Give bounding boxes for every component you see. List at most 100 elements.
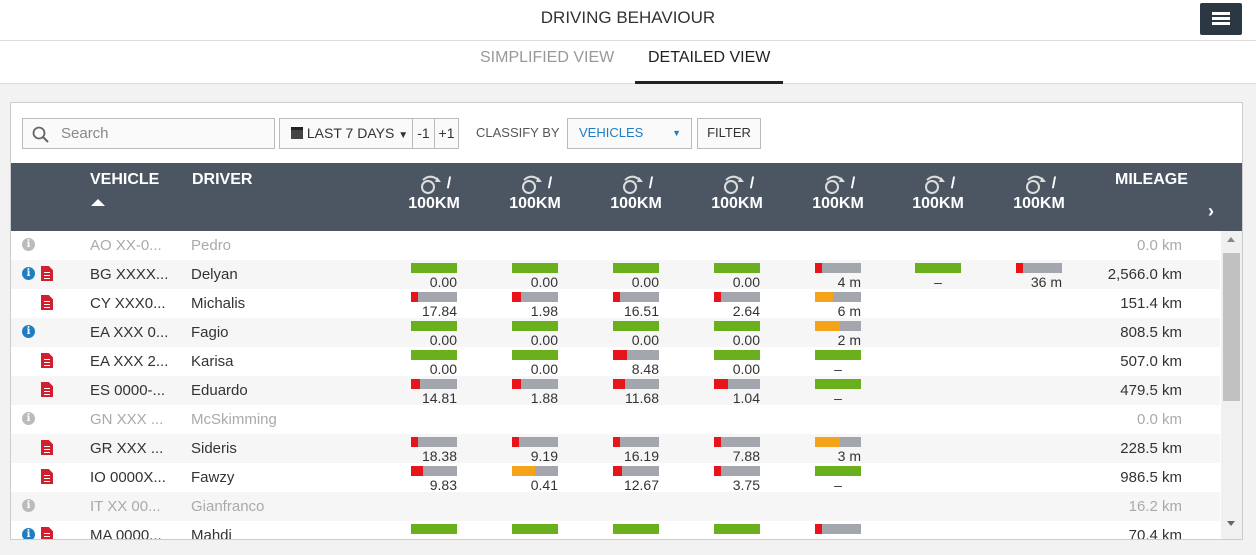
next-period-button[interactable]: +1 xyxy=(434,118,459,149)
metric-cell: 0.00 xyxy=(512,321,558,348)
harsh-braking-strong-icon xyxy=(723,175,744,194)
report-document-icon[interactable] xyxy=(41,527,53,539)
metric-value: – xyxy=(834,477,842,493)
vehicle-cell[interactable]: IT XX 00... xyxy=(90,498,161,515)
tab-detailed-view[interactable]: DETAILED VIEW xyxy=(635,49,784,84)
report-document-icon[interactable] xyxy=(41,469,53,484)
view-tabs: SIMPLIFIED VIEW DETAILED VIEW xyxy=(0,41,1256,84)
table-row[interactable]: ES 0000-... Eduardo 14.81 1.88 11.68 1.04 – 479… xyxy=(11,376,1220,406)
table-row[interactable]: GR XXX ... Sideris 18.38 9.19 16.19 7.88 3 m 22… xyxy=(11,434,1220,464)
info-icon[interactable]: i xyxy=(22,528,35,539)
metric-bar xyxy=(411,292,457,302)
info-icon[interactable]: i xyxy=(22,499,35,512)
table-row[interactable]: i BG XXXX... Delyan 0.00 0.00 0.00 0.00 4 m – 36 … xyxy=(11,260,1220,290)
report-document-icon[interactable] xyxy=(41,266,53,281)
vehicle-cell[interactable]: GR XXX ... xyxy=(90,440,164,457)
metric-value: 12.67 xyxy=(623,477,659,493)
table-row[interactable]: IO 0000X... Fawzy 9.83 0.41 12.67 3.75 – 986.5 … xyxy=(11,463,1220,493)
table-header: VEHICLE DRIVER /100KM/100KM/100KM/100KM /… xyxy=(11,163,1242,231)
vehicle-cell[interactable]: AO XX-0... xyxy=(90,237,162,254)
mileage-cell: 228.5 km xyxy=(1120,440,1182,457)
metric-bar xyxy=(815,524,861,534)
info-icon[interactable]: i xyxy=(22,325,35,338)
info-icon[interactable]: i xyxy=(22,238,35,251)
tab-simplified-view[interactable]: SIMPLIFIED VIEW xyxy=(480,49,615,66)
column-header-driver[interactable]: DRIVER xyxy=(192,171,253,188)
scroll-up-icon[interactable] xyxy=(1227,237,1235,242)
scrollbar-thumb[interactable] xyxy=(1223,253,1240,401)
metric-value: 0.41 xyxy=(530,477,558,493)
table-row[interactable]: CY XXX0... Michalis 17.84 1.98 16.51 2.64 6 m 1… xyxy=(11,289,1220,319)
vehicle-cell[interactable]: BG XXXX... xyxy=(90,266,169,283)
column-header-vehicle[interactable]: VEHICLE xyxy=(90,171,160,188)
table-row[interactable]: i IT XX 00... Gianfranco 16.2 km xyxy=(11,492,1220,521)
column-header-metric[interactable]: / 100KM xyxy=(394,173,474,213)
metric-bar xyxy=(411,263,457,273)
scroll-down-icon[interactable] xyxy=(1227,521,1235,526)
metric-cell: 0.00 xyxy=(411,321,457,348)
metric-value: 36 m xyxy=(1030,274,1062,290)
metric-slash: / xyxy=(547,175,553,193)
metric-value: 9.19 xyxy=(530,448,558,464)
info-icon[interactable]: i xyxy=(22,267,35,280)
table-row[interactable]: i EA XXX 0... Fagio 0.00 0.00 0.00 0.00 2 m 808.… xyxy=(11,318,1220,348)
metric-cell xyxy=(714,524,760,535)
column-header-metric[interactable]: / 100KM xyxy=(898,173,978,213)
metric-bar xyxy=(411,466,457,476)
column-header-metric[interactable]: / 100KM xyxy=(798,173,878,213)
filter-button[interactable]: FILTER xyxy=(697,118,761,149)
report-document-icon[interactable] xyxy=(41,440,53,455)
table-row[interactable]: i GN XXX ... McSkimming 0.0 km xyxy=(11,405,1220,434)
period-dropdown[interactable]: LAST 7 DAYS ▼ xyxy=(279,118,413,149)
mileage-cell: 16.2 km xyxy=(1128,498,1182,515)
classify-by-select[interactable]: VEHICLES ▼ xyxy=(567,118,692,149)
table-row[interactable]: i AO XX-0... Pedro 0.0 km xyxy=(11,231,1220,260)
column-header-metric[interactable]: / 100KM xyxy=(495,173,575,213)
vehicle-cell[interactable]: EA XXX 2... xyxy=(90,353,169,370)
mileage-cell: 70.4 km xyxy=(1128,527,1182,539)
metric-bar xyxy=(815,379,861,389)
metric-value: 4 m xyxy=(837,274,861,290)
metric-cell: 0.00 xyxy=(714,350,760,377)
report-document-icon[interactable] xyxy=(41,353,53,368)
classify-by-label: CLASSIFY BY xyxy=(476,125,560,140)
mileage-cell: 0.0 km xyxy=(1136,411,1182,428)
metric-bar xyxy=(411,379,457,389)
metric-value: 0.00 xyxy=(530,361,558,377)
report-document-icon[interactable] xyxy=(41,382,53,397)
column-header-metric[interactable]: / 100KM xyxy=(596,173,676,213)
metric-value: 0.00 xyxy=(631,274,659,290)
table-row[interactable]: EA XXX 2... Karisa 0.00 0.00 8.48 0.00 – 507.0 … xyxy=(11,347,1220,377)
vehicle-cell[interactable]: ES 0000-... xyxy=(90,382,166,399)
report-document-icon[interactable] xyxy=(41,295,53,310)
vehicle-cell[interactable]: EA XXX 0... xyxy=(90,324,169,341)
column-header-metric[interactable]: / 100KM xyxy=(697,173,777,213)
table-row[interactable]: i MA 0000... Mahdi 70.4 km xyxy=(11,521,1220,539)
metric-bar xyxy=(714,524,760,534)
metric-cell xyxy=(815,524,861,535)
metric-bar xyxy=(411,321,457,331)
info-icon[interactable]: i xyxy=(22,412,35,425)
metric-cell: 8.48 xyxy=(613,350,659,377)
driver-cell: Mahdi xyxy=(191,527,232,539)
column-header-metric[interactable]: / 100KM xyxy=(999,173,1079,213)
vehicle-cell[interactable]: IO 0000X... xyxy=(90,469,166,486)
vehicle-cell[interactable]: CY XXX0... xyxy=(90,295,166,312)
metric-bar xyxy=(512,350,558,360)
vehicle-cell[interactable]: GN XXX ... xyxy=(90,411,164,428)
metric-cell: 9.19 xyxy=(512,437,558,464)
menu-button[interactable] xyxy=(1200,3,1242,35)
metric-cell: 16.19 xyxy=(613,437,659,464)
hamburger-icon-line xyxy=(1212,17,1230,20)
mileage-cell: 479.5 km xyxy=(1120,382,1182,399)
metric-cell: 7.88 xyxy=(714,437,760,464)
vertical-scrollbar[interactable] xyxy=(1221,231,1242,539)
column-header-mileage[interactable]: MILEAGE xyxy=(1115,171,1188,188)
scroll-right-icon[interactable]: › xyxy=(1208,201,1214,221)
metric-value: – xyxy=(834,361,842,377)
search-input[interactable]: Search xyxy=(22,118,275,149)
previous-period-button[interactable]: -1 xyxy=(412,118,435,149)
calendar-icon xyxy=(291,127,303,139)
vehicle-cell[interactable]: MA 0000... xyxy=(90,527,162,539)
metric-bar xyxy=(815,263,861,273)
